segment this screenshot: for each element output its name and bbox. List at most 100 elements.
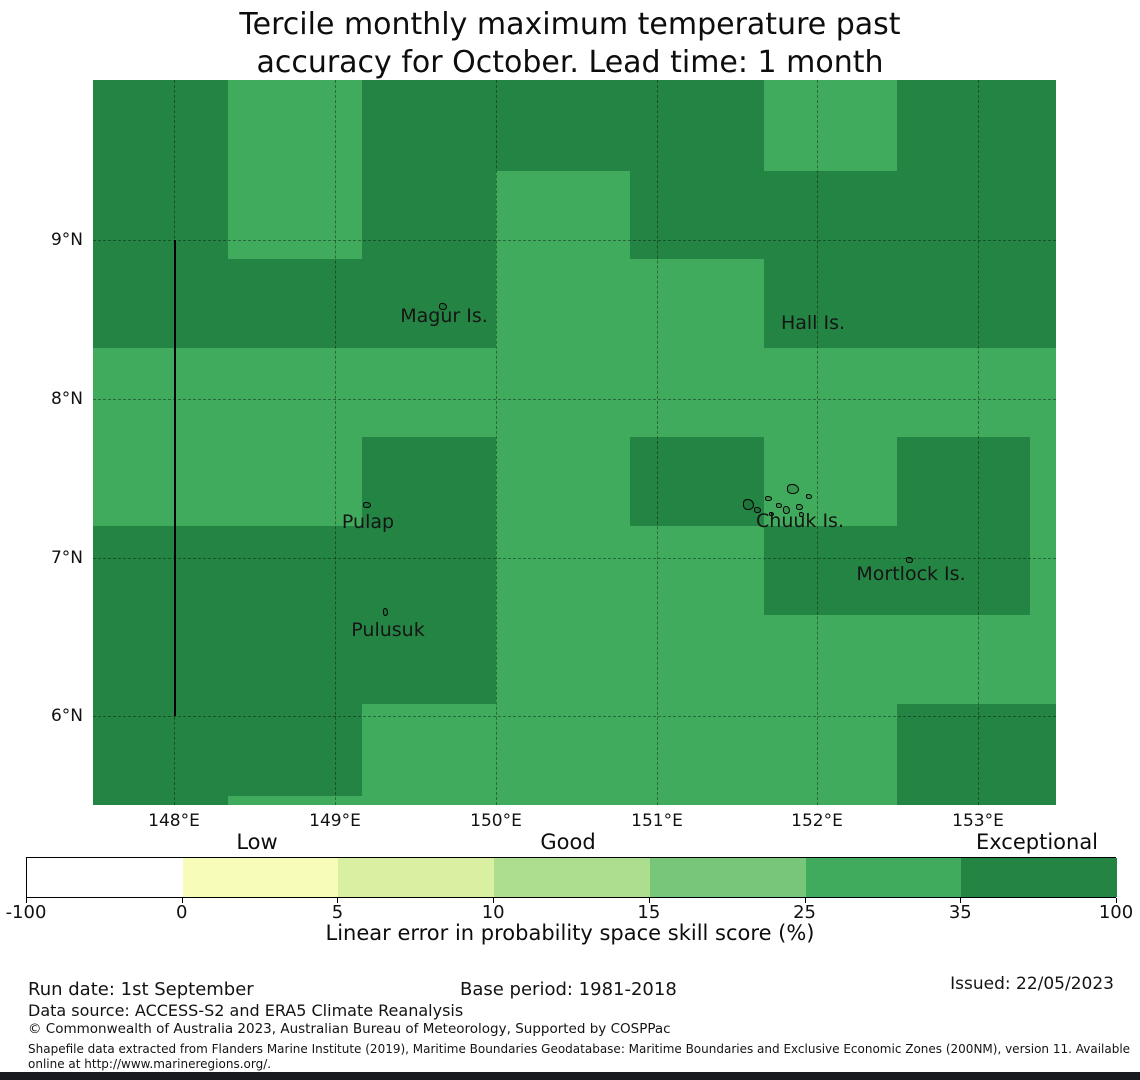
grid-cell <box>1030 348 1056 437</box>
longitude-gridline <box>657 80 658 805</box>
island-label: Pulusuk <box>351 619 425 641</box>
grid-cell <box>362 259 496 348</box>
island-outline <box>906 557 913 563</box>
y-tick-label: 9°N <box>50 230 83 250</box>
longitude-gridline <box>496 80 497 805</box>
colorbar-tick-label: -100 <box>5 902 47 923</box>
island-outline <box>776 503 782 508</box>
colorbar-segment <box>182 858 339 897</box>
y-tick-label: 8°N <box>50 389 83 409</box>
colorbar-segment <box>338 858 495 897</box>
colorbar-category-label: Good <box>540 830 596 854</box>
grid-cell <box>362 80 496 171</box>
colorbar-tick-mark <box>181 898 183 903</box>
title-line-1: Tercile monthly maximum temperature past <box>239 7 901 42</box>
grid-cell <box>897 259 1030 348</box>
colorbar-segment <box>494 858 651 897</box>
grid-cell <box>496 171 630 259</box>
map-plot-area: Magur Is. Hall Is. Pulap Chuuk Is. Mortlock … <box>93 80 1056 805</box>
latitude-gridline <box>93 716 1056 717</box>
grid-cell <box>362 526 496 615</box>
shapefile-attribution-text: Shapefile data extracted from Flanders M… <box>28 1042 1131 1071</box>
island-label: Mortlock Is. <box>856 563 966 585</box>
latitude-gridline <box>93 558 1056 559</box>
grid-cell <box>93 259 228 348</box>
island-outline <box>439 303 447 310</box>
grid-cell <box>496 80 630 171</box>
grid-cell <box>228 348 362 437</box>
grid-cell <box>1030 80 1056 171</box>
grid-cell <box>93 615 228 704</box>
grid-cell <box>1030 796 1056 805</box>
colorbar-tick-mark <box>337 898 339 903</box>
colorbar-tick-mark <box>1116 898 1117 903</box>
grid-cell <box>362 704 496 796</box>
island-outline <box>363 502 371 508</box>
x-tick-label: 149°E <box>309 811 361 831</box>
island-label: Chuuk Is. <box>756 510 844 532</box>
grid-cell <box>362 348 496 437</box>
colorbar-tick-label: 100 <box>1098 902 1134 923</box>
grid-cell <box>228 80 362 171</box>
grid-cell <box>897 80 1030 171</box>
grid-cell <box>1030 704 1056 796</box>
island-outline <box>796 504 803 510</box>
grid-cell <box>764 796 897 805</box>
grid-cell <box>496 796 630 805</box>
grid-cell <box>630 171 764 259</box>
island-label: Hall Is. <box>780 312 846 334</box>
grid-cell <box>764 80 897 171</box>
grid-cell <box>764 171 897 259</box>
grid-cell <box>228 615 362 704</box>
colorbar-tick-mark <box>493 898 495 903</box>
data-source-text: Data source: ACCESS-S2 and ERA5 Climate … <box>28 1001 464 1020</box>
grid-cell <box>362 796 496 805</box>
grid-cell <box>362 615 496 704</box>
colorbar-tick-label: 25 <box>793 902 817 923</box>
island-outline <box>787 484 799 494</box>
island-label: Magur Is. <box>400 305 488 327</box>
grid-cell <box>228 704 362 796</box>
colorbar-tick-label: 0 <box>175 902 188 923</box>
colorbar-tick-mark <box>804 898 806 903</box>
grid-cell <box>362 437 496 526</box>
colorbar-tick-mark <box>26 898 27 903</box>
island-outline <box>754 507 761 513</box>
grid-cell <box>630 796 764 805</box>
island-outline <box>799 512 804 517</box>
grid-cell <box>93 348 228 437</box>
grid-cell <box>228 526 362 615</box>
colorbar-tick-label: 10 <box>481 902 505 923</box>
x-tick-label: 150°E <box>470 811 522 831</box>
grid-cell <box>764 259 897 348</box>
copyright-text: © Commonwealth of Australia 2023, Austra… <box>28 1021 671 1037</box>
grid-cell <box>228 171 362 259</box>
longitude-gridline <box>335 80 336 805</box>
colorbar-tick-label: 35 <box>948 902 972 923</box>
colorbar-tick-mark <box>960 898 962 903</box>
grid-cell <box>764 615 897 704</box>
island-outline <box>806 494 812 499</box>
x-tick-label: 153°E <box>952 811 1004 831</box>
grid-cell <box>496 704 630 796</box>
title-line-2: accuracy for October. Lead time: 1 month <box>256 45 884 80</box>
island-outline <box>769 512 774 516</box>
grid-cell <box>897 704 1030 796</box>
grid-cell <box>496 348 630 437</box>
x-tick-label: 148°E <box>148 811 200 831</box>
colorbar-tick-label: 5 <box>331 902 344 923</box>
grid-cell <box>496 526 630 615</box>
grid-cell <box>93 171 228 259</box>
island-outline <box>765 496 772 501</box>
longitude-gridline <box>978 80 979 805</box>
grid-cell <box>897 796 1030 805</box>
grid-cell <box>1030 526 1056 615</box>
colorbar-segment <box>961 858 1118 897</box>
grid-cell <box>630 615 764 704</box>
grid-cell <box>630 704 764 796</box>
run-date-text: Run date: 1st September <box>28 979 254 1000</box>
colorbar-tick-mark <box>648 898 650 903</box>
grid-cell <box>496 259 630 348</box>
grid-cell <box>897 348 1030 437</box>
